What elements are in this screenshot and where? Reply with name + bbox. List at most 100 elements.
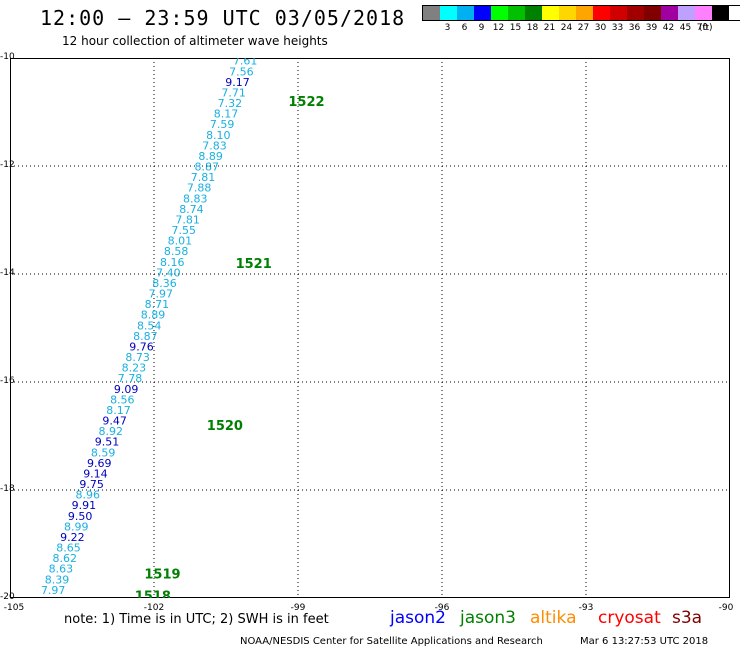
color-scale-swatch — [593, 6, 610, 20]
wave-height-value: 8.39 — [45, 573, 70, 586]
wave-height-value: 8.36 — [152, 277, 177, 290]
wave-height-value: 7.81 — [191, 171, 216, 184]
wave-height-value: 8.63 — [49, 563, 74, 576]
longitude-tick-label: -102 — [143, 603, 165, 613]
wave-height-value: 8.87 — [133, 330, 158, 343]
latitude-tick-label: -18 — [0, 484, 15, 494]
wave-height-value: 9.50 — [68, 510, 93, 523]
latitude-tick-label: -12 — [0, 160, 15, 170]
wave-height-value: 9.14 — [83, 467, 108, 480]
color-scale-swatch — [423, 6, 440, 20]
color-scale-swatch — [491, 6, 508, 20]
color-scale-tick-label: 36 — [628, 23, 641, 33]
color-scale-swatch — [457, 6, 474, 20]
pass-time-label: 1521 — [236, 257, 272, 272]
color-scale-swatch — [576, 6, 593, 20]
color-scale-labels: 3 6 9 12 15 18 21 24 27 30 33 36 39 42 45 70 (ft) — [422, 21, 740, 33]
color-scale-tick-label: 70 — [696, 23, 709, 33]
wave-height-value: 8.23 — [122, 362, 147, 375]
longitude-tick-label: -99 — [290, 603, 306, 613]
wave-height-value: 8.59 — [91, 446, 116, 459]
wave-height-value: 8.92 — [99, 425, 124, 438]
latitude-tick-label: -14 — [0, 268, 15, 278]
satellite-legend-cryosat: cryosat — [598, 608, 661, 628]
wave-height-value: 7.83 — [202, 139, 227, 152]
color-scale-tick-label: 33 — [611, 23, 624, 33]
color-scale-tick-label: 21 — [543, 23, 556, 33]
wave-height-value: 8.17 — [106, 404, 131, 417]
wave-height-value: 9.76 — [129, 340, 154, 353]
color-scale-swatch — [508, 6, 525, 20]
wave-height-value: 9.09 — [114, 383, 139, 396]
color-scale-swatch — [661, 6, 678, 20]
wave-height-value: 7.81 — [175, 213, 200, 226]
wave-height-value: 7.56 — [229, 65, 254, 78]
wave-height-value: 8.58 — [164, 245, 189, 258]
satellite-legend-altika: altika — [530, 608, 577, 628]
latitude-tick-label: -10 — [0, 52, 15, 62]
wave-height-value: 8.10 — [206, 129, 231, 142]
color-scale-tick-label: 18 — [526, 23, 539, 33]
wave-height-map: 7.617.569.177.717.328.177.598.107.838.89… — [10, 58, 730, 598]
credit-text: NOAA/NESDIS Center for Satellite Applica… — [240, 636, 543, 647]
map-frame — [10, 58, 730, 598]
wave-height-color-scale: 3 6 9 12 15 18 21 24 27 30 33 36 39 42 45 70 (ft) — [422, 5, 740, 33]
color-scale-tick-label: 45 — [679, 23, 692, 33]
wave-height-value: 9.75 — [79, 478, 104, 491]
color-scale-swatch — [474, 6, 491, 20]
latitude-tick-label: -20 — [0, 592, 15, 602]
pass-time-label: 1519 — [144, 568, 180, 583]
color-scale-swatch — [712, 6, 729, 20]
longitude-tick-label: -90 — [718, 603, 734, 613]
color-scale-swatch — [644, 6, 661, 20]
color-scale-swatch — [678, 6, 695, 20]
satellite-legend-jason2: jason2 — [390, 608, 446, 628]
wave-height-value: 8.83 — [183, 192, 208, 205]
wave-height-value: 7.97 — [148, 288, 173, 301]
page-subtitle: 12 hour collection of altimeter wave hei… — [62, 34, 328, 48]
wave-height-value: 8.87 — [195, 161, 220, 174]
wave-height-value: 8.89 — [141, 309, 166, 322]
color-scale-swatch — [559, 6, 576, 20]
wave-height-value: 8.71 — [145, 298, 170, 311]
wave-height-value: 8.99 — [64, 520, 89, 533]
wave-height-value: 7.55 — [172, 224, 197, 237]
color-scale-tick-label: 42 — [662, 23, 675, 33]
wave-height-value: 9.22 — [60, 531, 85, 544]
wave-height-value: 7.78 — [118, 372, 143, 385]
longitude-tick-label: -105 — [3, 603, 25, 613]
wave-height-value: 7.97 — [41, 584, 66, 597]
color-scale-tick-label: 15 — [509, 23, 522, 33]
color-scale-tick-label: 3 — [444, 23, 451, 33]
color-scale-swatch — [695, 6, 712, 20]
wave-height-value: 8.65 — [56, 542, 81, 555]
wave-height-value: 8.54 — [137, 319, 162, 332]
wave-height-value: 7.61 — [233, 58, 258, 68]
wave-height-value: 8.73 — [125, 351, 150, 364]
wave-height-value: 8.96 — [76, 489, 101, 502]
satellite-legend-jason3: jason3 — [460, 608, 516, 628]
color-scale-swatch — [525, 6, 542, 20]
color-scale-tick-label: 30 — [594, 23, 607, 33]
wave-height-value: 9.51 — [95, 436, 120, 449]
color-scale-tick-label: 12 — [492, 23, 505, 33]
latitude-tick-label: -16 — [0, 376, 15, 386]
wave-height-value: 9.47 — [102, 415, 127, 428]
color-scale-tick-label: 9 — [478, 23, 485, 33]
color-scale-unit: (ft) — [699, 23, 713, 33]
satellite-legend-s3a: s3a — [672, 608, 703, 628]
pass-time-label: 1518 — [135, 589, 171, 598]
wave-height-value: 7.32 — [218, 97, 243, 110]
color-scale-tick-label: 27 — [577, 23, 590, 33]
longitude-tick-label: -96 — [434, 603, 450, 613]
color-scale-swatch — [627, 6, 644, 20]
color-scale-swatches — [422, 5, 740, 21]
color-scale-swatch — [610, 6, 627, 20]
wave-height-value: 8.01 — [168, 235, 193, 248]
pass-time-label: 1520 — [207, 419, 243, 434]
wave-height-value: 8.16 — [160, 256, 185, 269]
color-scale-tick-label: 24 — [560, 23, 573, 33]
wave-height-value: 7.40 — [156, 266, 181, 279]
wave-height-value: 8.62 — [52, 552, 77, 565]
